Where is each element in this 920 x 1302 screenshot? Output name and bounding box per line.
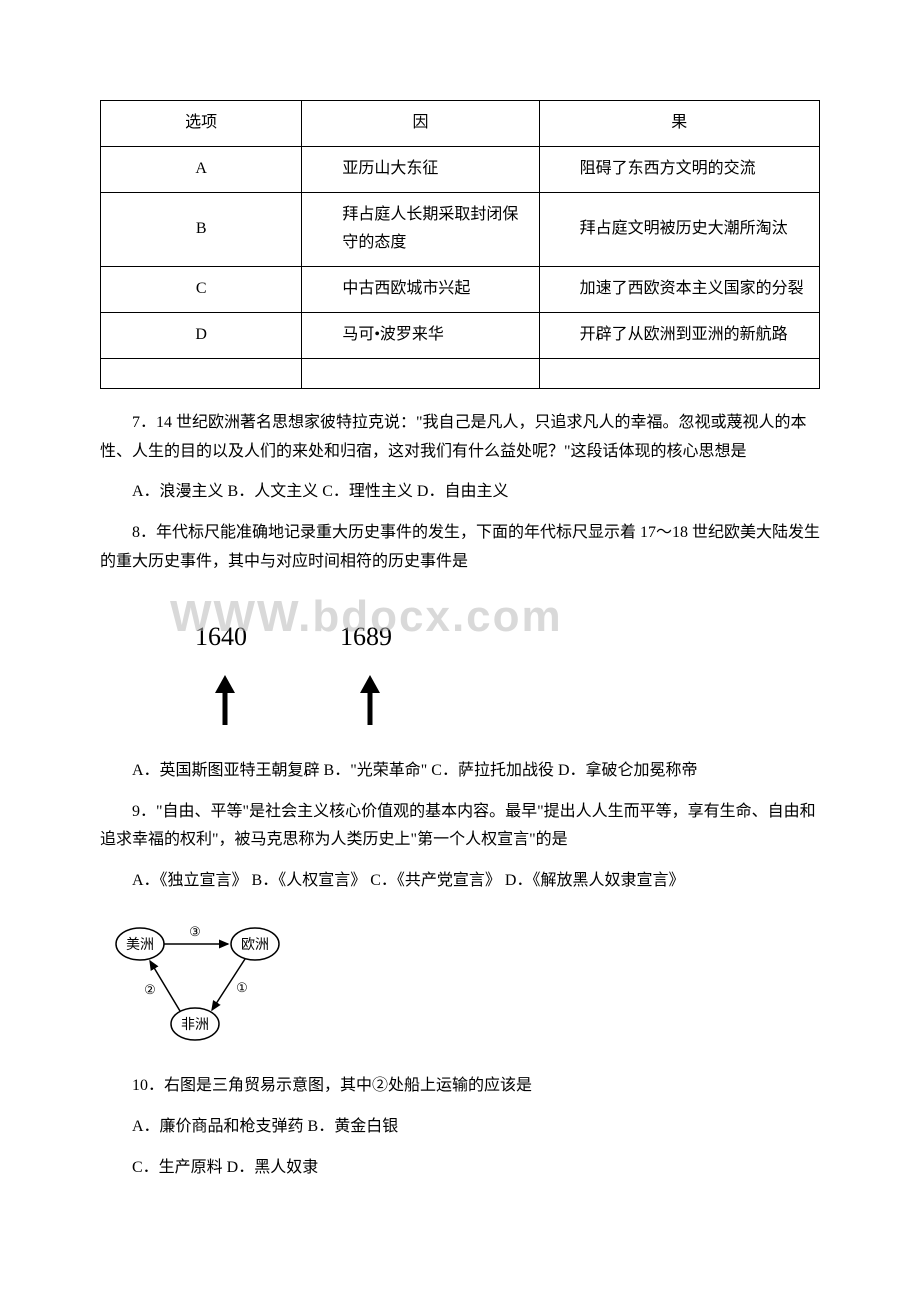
- edge-1-label: ①: [236, 980, 248, 995]
- cell-opt: D: [101, 312, 302, 358]
- watermark-text: WWW.bdocx.com: [170, 577, 563, 656]
- cell-cause: 亚历山大东征: [302, 146, 539, 192]
- q10-options-2: C．生产原料 D．黑人奴隶: [100, 1154, 820, 1183]
- edge-2-label: ②: [144, 982, 156, 997]
- cell-opt: A: [101, 146, 302, 192]
- cause-effect-table: 选项 因 果 A 亚历山大东征 阻碍了东西方文明的交流 B 拜占庭人长期采取封闭…: [100, 100, 820, 389]
- edge-3-label: ③: [189, 924, 201, 939]
- triangle-svg: 美洲 欧洲 非洲 ③ ① ②: [100, 914, 300, 1054]
- table-row: C 中古西欧城市兴起 加速了西欧资本主义国家的分裂: [101, 267, 820, 313]
- table-empty-row: [101, 358, 820, 388]
- table-row: A 亚历山大东征 阻碍了东西方文明的交流: [101, 146, 820, 192]
- node-europe-label: 欧洲: [241, 937, 269, 953]
- cell-effect: 加速了西欧资本主义国家的分裂: [539, 267, 819, 313]
- q9-options: A．《独立宣言》 B．《人权宣言》 C．《共产党宣言》 D．《解放黑人奴隶宣言》: [100, 867, 820, 896]
- arrow-head-2: [360, 675, 380, 693]
- q7-text: 7．14 世纪欧洲著名思想家彼特拉克说："我自己是凡人，只追求凡人的幸福。忽视或…: [100, 409, 820, 467]
- arrow-head-1: [215, 675, 235, 693]
- q9-text: 9．"自由、平等"是社会主义核心价值观的基本内容。最早"提出人人生而平等，享有生…: [100, 798, 820, 856]
- cell-effect: 开辟了从欧洲到亚洲的新航路: [539, 312, 819, 358]
- timeline-figure: WWW.bdocx.com 1640 1689: [160, 597, 820, 737]
- header-option: 选项: [101, 101, 302, 147]
- node-africa-label: 非洲: [181, 1017, 209, 1033]
- q10-text: 10．右图是三角贸易示意图，其中②处船上运输的应该是: [100, 1072, 820, 1101]
- cell-cause: 拜占庭人长期采取封闭保守的态度: [302, 192, 539, 267]
- header-effect: 果: [539, 101, 819, 147]
- table-header-row: 选项 因 果: [101, 101, 820, 147]
- cell-opt: B: [101, 192, 302, 267]
- cell-cause: 马可•波罗来华: [302, 312, 539, 358]
- header-cause: 因: [302, 101, 539, 147]
- cell-effect: 拜占庭文明被历史大潮所淘汰: [539, 192, 819, 267]
- q8-options: A．英国斯图亚特王朝复辟 B．"光荣革命" C．萨拉托加战役 D．拿破仑加冕称帝: [100, 757, 820, 786]
- node-americas-label: 美洲: [126, 937, 154, 953]
- table-row: D 马可•波罗来华 开辟了从欧洲到亚洲的新航路: [101, 312, 820, 358]
- q7-options: A．浪漫主义 B．人文主义 C．理性主义 D．自由主义: [100, 478, 820, 507]
- q10-options-1: A．廉价商品和枪支弹药 B．黄金白银: [100, 1113, 820, 1142]
- cell-cause: 中古西欧城市兴起: [302, 267, 539, 313]
- cell-opt: C: [101, 267, 302, 313]
- q8-text: 8．年代标尺能准确地记录重大历史事件的发生，下面的年代标尺显示着 17～18 世…: [100, 519, 820, 577]
- triangle-trade-diagram: 美洲 欧洲 非洲 ③ ① ②: [100, 914, 820, 1054]
- table-row: B 拜占庭人长期采取封闭保守的态度 拜占庭文明被历史大潮所淘汰: [101, 192, 820, 267]
- cell-effect: 阻碍了东西方文明的交流: [539, 146, 819, 192]
